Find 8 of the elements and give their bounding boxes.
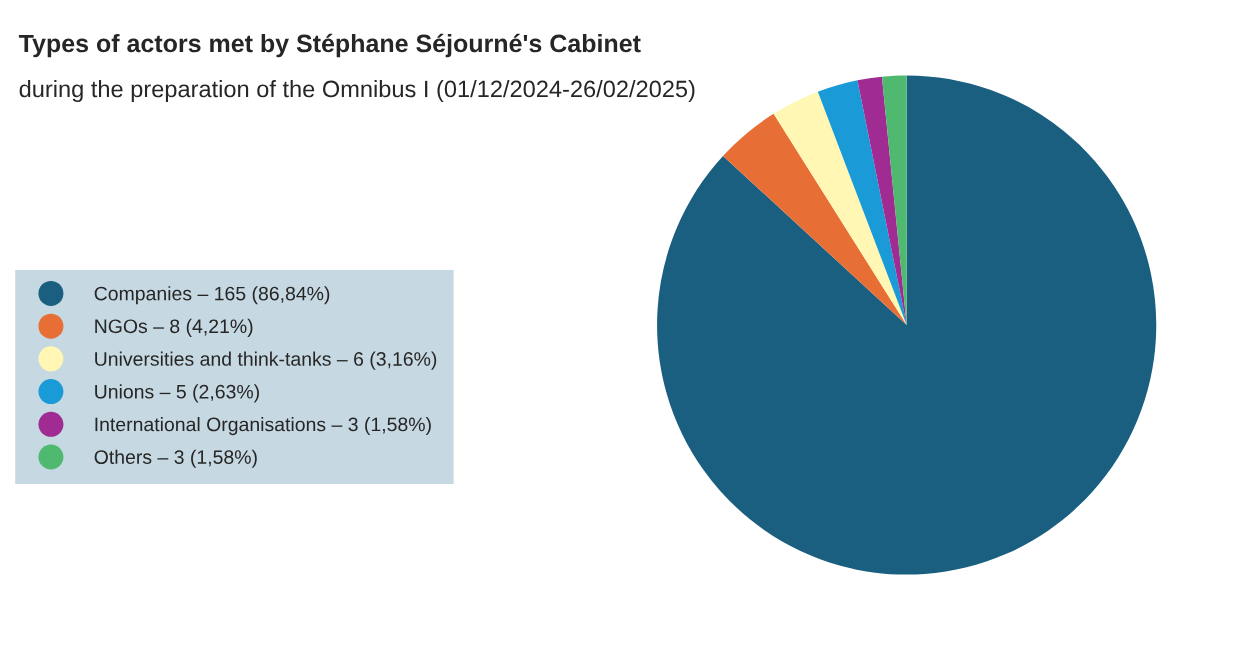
- legend-label: Companies – 165 (86,84%): [94, 286, 330, 305]
- legend-label: Universities and think-tanks – 6 (3,16%): [95, 351, 437, 370]
- chart-subtitle: during the preparation of the Omnibus I (01/12/2024-26/02/2025): [19, 80, 695, 102]
- legend-label: NGOs – 8 (4,21%): [95, 318, 253, 337]
- legend-label: Unions – 5 (2,63%): [95, 384, 259, 403]
- chart-title: Types of actors met by Stéphane Séjourné's Cabinet: [18, 33, 641, 58]
- legend-label: International Organisations – 3 (1,58%): [95, 417, 431, 436]
- legend-label: Others – 3 (1,58%): [94, 449, 257, 468]
